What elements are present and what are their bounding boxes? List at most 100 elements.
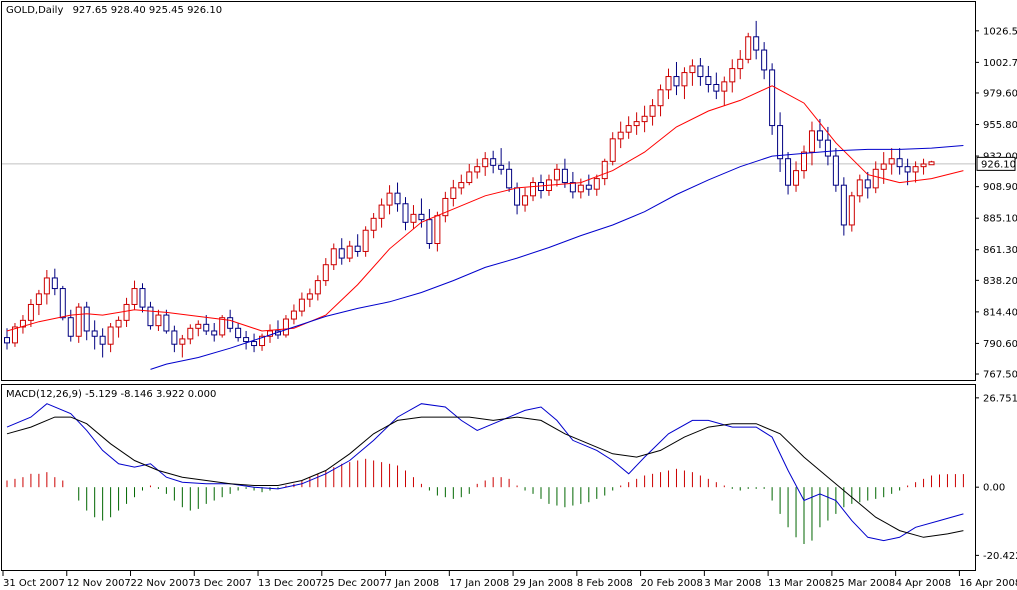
price-tick-label: 885.10: [983, 214, 1017, 225]
candle-body: [593, 178, 600, 190]
candle-body: [832, 155, 839, 186]
candle-body: [99, 335, 106, 345]
candle: [35, 289, 42, 316]
time-tick-label: 8 Feb 2008: [577, 578, 633, 589]
candle: [290, 304, 297, 325]
candle-body: [498, 164, 505, 170]
fast-ma-line: [6, 85, 964, 332]
candle-body: [872, 168, 879, 189]
candle: [721, 76, 728, 106]
candle-body: [171, 330, 178, 345]
candle-body: [75, 306, 82, 337]
candle: [362, 226, 369, 257]
candle-body: [864, 179, 871, 189]
candle-body: [737, 58, 744, 70]
candle: [697, 58, 704, 86]
price-tick-label: 1002.70: [983, 58, 1017, 69]
candle-body: [107, 326, 114, 345]
candle: [816, 118, 823, 149]
candle: [4, 328, 10, 350]
candle-body: [402, 203, 409, 223]
candle-body: [808, 130, 815, 153]
candle: [99, 328, 106, 358]
macd-lines-layer: [6, 403, 964, 542]
candle: [848, 191, 855, 232]
macd-histogram-layer: [6, 458, 964, 544]
candle: [904, 158, 911, 186]
macd-tick-label: -20.422: [983, 551, 1017, 562]
time-tick-label: 17 Jan 2008: [449, 578, 509, 589]
candle-body: [777, 125, 784, 160]
candle-body: [896, 158, 903, 168]
candle: [466, 164, 473, 186]
candle-body: [824, 139, 831, 157]
time-tick-label: 4 Apr 2008: [896, 578, 951, 589]
time-tick-label: 12 Nov 2007: [67, 578, 131, 589]
candle-body: [450, 187, 457, 199]
candle-body: [856, 179, 863, 197]
candle: [681, 67, 688, 100]
price-tick-label: 1026.50: [983, 26, 1017, 37]
candle-body: [354, 245, 361, 252]
candle: [801, 145, 807, 179]
candle-body: [27, 303, 34, 321]
candle: [243, 330, 250, 350]
candle-body: [418, 213, 425, 221]
candle: [378, 198, 385, 228]
candle: [346, 240, 353, 263]
candle-body: [211, 330, 218, 336]
macd-line: [6, 403, 964, 542]
candle-body: [801, 151, 807, 172]
candle-body: [298, 298, 305, 312]
candle: [769, 63, 776, 135]
candle: [777, 112, 784, 172]
candle-body: [474, 166, 481, 173]
candle: [354, 234, 361, 257]
candle: [617, 121, 624, 149]
candle: [912, 161, 919, 183]
candle: [235, 323, 242, 342]
candle-body: [346, 245, 353, 259]
candle-body: [848, 195, 855, 226]
candle: [27, 299, 34, 327]
candle-body: [195, 323, 202, 329]
candle: [888, 148, 895, 175]
candle-body: [290, 310, 297, 320]
candle-body: [147, 306, 154, 327]
candle: [673, 61, 680, 96]
candle-body: [386, 192, 393, 206]
candle: [410, 205, 417, 229]
candle: [920, 158, 927, 175]
candle-body: [840, 184, 847, 226]
candle: [864, 171, 871, 199]
time-tick-label: 25 Dec 2007: [322, 578, 386, 589]
candle-body: [530, 182, 537, 197]
candle: [474, 158, 481, 179]
candle: [139, 283, 146, 313]
price-axis-ticks: 1026.501002.70979.60955.80932.00908.9088…: [975, 26, 1017, 381]
time-tick-label: 16 Apr 2008: [959, 578, 1017, 589]
price-tick-label: 861.30: [983, 245, 1017, 256]
candle: [259, 333, 266, 351]
current-price-label: 926.10: [981, 159, 1016, 170]
candle-body: [179, 338, 186, 345]
time-tick-label: 22 Nov 2007: [131, 578, 195, 589]
candle: [896, 148, 903, 175]
candle-body: [617, 131, 624, 140]
macd-axis-ticks: 26.751 0.00 -20.422: [975, 393, 1017, 562]
candle-body: [51, 277, 58, 290]
candle-body: [11, 326, 18, 344]
signal-line: [6, 416, 964, 538]
candle: [386, 185, 393, 215]
candle: [91, 320, 98, 350]
candle-body: [282, 318, 289, 336]
candle: [625, 116, 632, 139]
candle-body: [4, 337, 10, 344]
price-panel-caption: GOLD,Daily 927.65 928.40 925.45 926.10: [6, 5, 222, 16]
candle-body: [641, 115, 648, 123]
candle: [593, 174, 600, 196]
candle: [251, 333, 258, 353]
candle-body: [378, 204, 385, 219]
candle-body: [697, 65, 704, 78]
